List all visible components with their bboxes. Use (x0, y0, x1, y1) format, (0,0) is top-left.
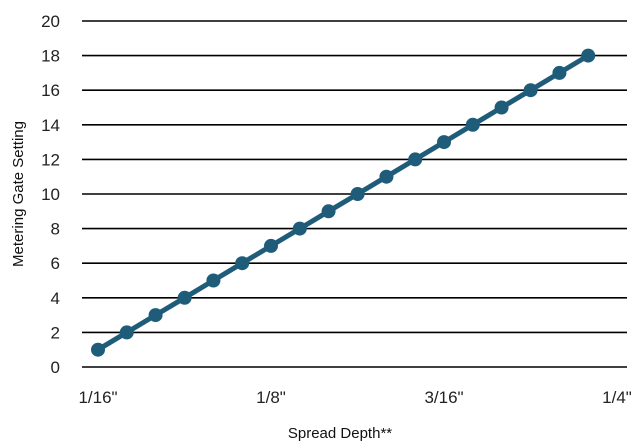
data-point-18 (581, 48, 596, 63)
y-tick-label-0: 0 (51, 358, 60, 377)
data-point-6 (235, 256, 250, 271)
data-point-17 (552, 65, 567, 80)
data-point-10 (350, 187, 365, 201)
data-point-16 (523, 83, 538, 98)
data-point-5 (206, 273, 221, 288)
data-point-4 (177, 290, 192, 305)
data-point-9 (321, 204, 336, 219)
data-point-8 (292, 221, 307, 236)
y-tick-label-20: 20 (41, 12, 60, 31)
series-line (95, 53, 591, 353)
data-point-12 (408, 152, 423, 167)
y-tick-label-18: 18 (41, 47, 60, 66)
x-axis-title: Spread Depth** (288, 425, 392, 442)
y-tick-label-8: 8 (51, 220, 60, 239)
data-point-3 (148, 308, 163, 323)
data-point-14 (465, 117, 480, 132)
x-tick-label-3: 3/16" (424, 388, 463, 407)
y-tick-label-16: 16 (41, 81, 60, 100)
y-tick-label-4: 4 (51, 289, 60, 308)
x-tick-label-2: 1/8" (256, 388, 286, 407)
series-group (91, 48, 596, 357)
x-axis-tick-labels: 1/16" 1/8" 3/16" 1/4" (78, 388, 631, 407)
data-point-15 (494, 100, 509, 115)
y-tick-label-2: 2 (51, 323, 60, 342)
data-point-2 (119, 325, 134, 340)
y-tick-label-14: 14 (41, 116, 60, 135)
data-point-13 (437, 135, 451, 150)
data-point-1 (91, 342, 105, 357)
y-tick-label-12: 12 (41, 150, 60, 169)
data-point-7 (264, 238, 278, 253)
y-axis-tick-labels: 0 2 4 6 8 10 12 14 16 18 20 (41, 12, 60, 377)
y-tick-label-6: 6 (51, 254, 60, 273)
data-point-11 (379, 169, 394, 184)
x-tick-label-4: 1/4" (602, 388, 632, 407)
x-tick-label-1: 1/16" (78, 388, 117, 407)
y-axis-title: Metering Gate Setting (10, 121, 27, 267)
y-tick-label-10: 10 (41, 185, 60, 204)
